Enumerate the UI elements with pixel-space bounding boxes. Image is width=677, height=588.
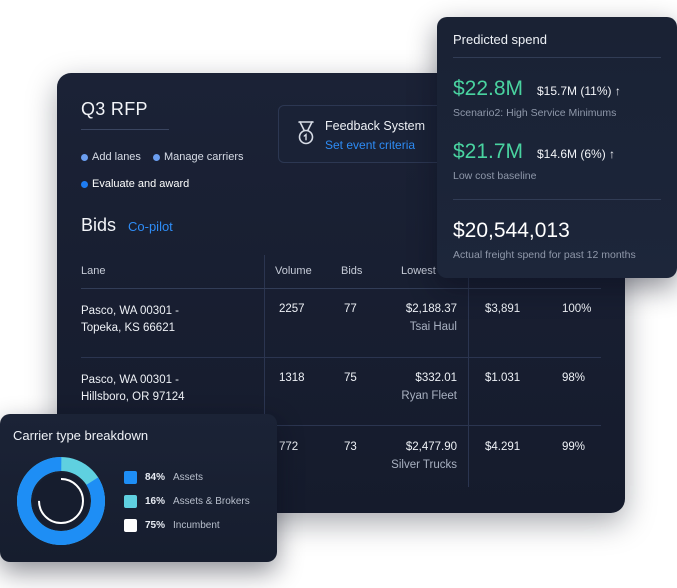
step-dot-icon [81,180,88,188]
donut-hole [33,473,89,529]
bids-title: Bids [81,215,117,235]
step-label: Evaluate and award [92,178,190,190]
legend-incumbent: 75% Incumbent [124,519,220,532]
row-divider [81,425,601,426]
lowest-bid-cell: $2,188.37 [405,303,457,315]
lane-origin: Pasco, WA 00301 - [81,305,180,317]
carrier-name: Tsai Haul [409,321,457,333]
volume-cell: 772 [279,441,299,453]
lane-origin: Pasco, WA 00301 - [81,374,180,386]
bids-table: Lane Volume Bids Lowest Pasco, WA 00301 … [57,255,625,513]
actual-spend-label: Actual freight spend for past 12 months [453,249,636,261]
carrier-name: Silver Trucks [391,459,457,471]
price-cell: $1.031 [485,372,521,384]
column-divider [264,255,265,487]
legend-swatch [124,495,137,508]
bids-cell: 75 [344,372,357,384]
lowest-bid-cell: $2,477.90 [405,441,457,453]
percent-cell: 99% [562,441,586,453]
column-divider [468,255,469,487]
lane-destination: Hillsboro, OR 97124 [81,391,185,403]
table-row[interactable]: 772 73 $2,477.90 Silver Trucks $4.291 99… [57,441,625,509]
legend-percent: 75% [145,520,166,531]
header-divider [81,288,601,289]
spend-divider [453,57,661,58]
step-dot-icon [81,153,88,161]
carrier-breakdown-panel: Carrier type breakdown 84% Assets 16% As… [0,414,277,562]
legend-assets: 84% Assets [124,471,203,484]
carrier-donut-chart [17,457,105,545]
legend-label: Assets & Brokers [173,496,250,507]
carrier-name: Ryan Fleet [401,390,457,402]
bids-cell: 73 [344,441,357,453]
lane-cell: Pasco, WA 00301 - Topeka, KS 66621 [81,303,261,337]
legend-percent: 84% [145,472,166,483]
step-label: Manage carriers [164,151,244,163]
bids-cell: 77 [344,303,357,315]
copilot-link[interactable]: Co-pilot [128,219,173,234]
percent-cell: 98% [562,372,586,384]
legend-label: Incumbent [173,520,220,531]
set-event-criteria-link[interactable]: Set event criteria [325,138,416,152]
actual-spend-value: $20,544,013 [453,219,570,242]
predicted-spend-title: Predicted spend [453,32,547,47]
row-divider [81,357,601,358]
column-header-lane[interactable]: Lane [81,265,106,277]
scenario-low-delta: $14.6M (6%) ↑ [537,147,616,161]
title-divider [81,129,169,130]
percent-cell: 100% [562,303,592,315]
scenario-high-delta: $15.7M (11%) ↑ [537,84,621,98]
rfp-title: Q3 RFP [81,99,148,119]
column-header-bids[interactable]: Bids [341,265,363,277]
legend-label: Assets [173,472,204,483]
table-row[interactable]: Pasco, WA 00301 - Topeka, KS 66621 2257 … [57,303,625,371]
lowest-bid-cell: $332.01 [415,372,457,384]
legend-assets-brokers: 16% Assets & Brokers [124,495,250,508]
medal-icon [298,121,314,145]
lane-destination: Topeka, KS 66621 [81,322,175,334]
volume-cell: 1318 [279,372,305,384]
price-cell: $3,891 [485,303,521,315]
donut-segment-assets [17,457,105,545]
legend-swatch [124,519,137,532]
carrier-breakdown-title: Carrier type breakdown [13,428,149,443]
step-label: Add lanes [92,151,141,163]
donut-incumbent-ring [38,478,84,524]
step-dot-icon [153,153,160,161]
scenario-low-value: $21.7M [453,140,524,163]
table-row[interactable]: Pasco, WA 00301 - Hillsboro, OR 97124 13… [57,372,625,440]
feedback-system-card[interactable]: Feedback System Set event criteria [278,105,443,163]
lane-cell: Pasco, WA 00301 - Hillsboro, OR 97124 [81,372,261,406]
step-evaluate-award[interactable]: Evaluate and award [81,178,189,190]
scenario-low-label: Low cost baseline [453,170,537,182]
predicted-spend-panel: Predicted spend $22.8M $15.7M (11%) ↑ Sc… [437,17,677,278]
scenario-high-label: Scenario2: High Service Minimums [453,107,617,119]
column-header-lowest[interactable]: Lowest [401,265,436,277]
column-header-volume[interactable]: Volume [275,265,312,277]
step-manage-carriers[interactable]: Manage carriers [153,151,243,163]
legend-percent: 16% [145,496,166,507]
volume-cell: 2257 [279,303,305,315]
legend-swatch [124,471,137,484]
spend-divider [453,199,661,200]
scenario-high-value: $22.8M [453,77,524,100]
step-add-lanes[interactable]: Add lanes [81,151,141,163]
price-cell: $4.291 [485,441,521,453]
feedback-title: Feedback System [325,119,426,133]
